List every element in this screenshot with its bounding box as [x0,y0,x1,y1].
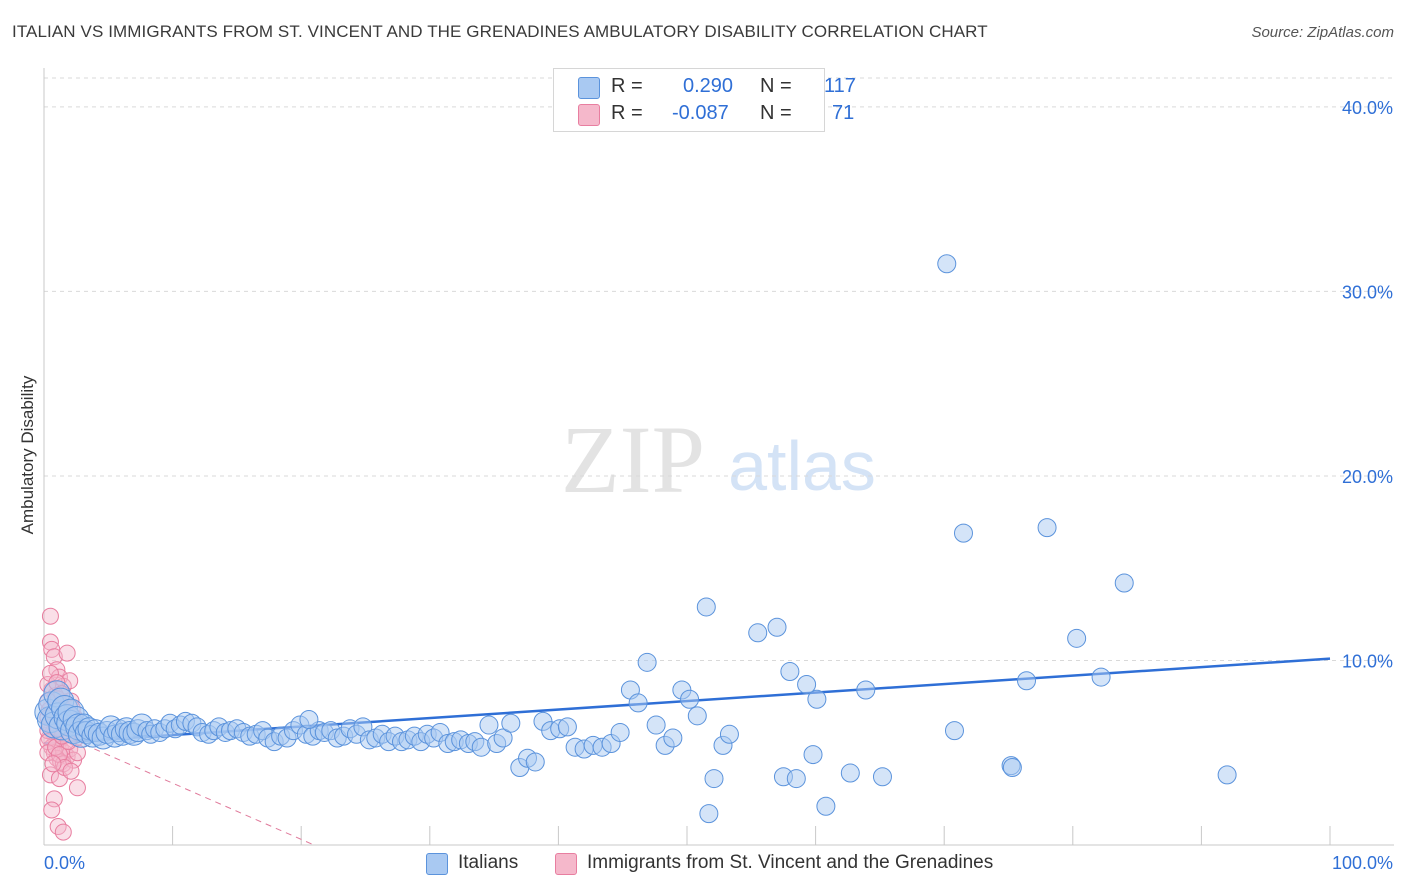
legend-n-value-italians: 117 [824,75,856,97]
point-italians [628,693,648,713]
point-immigrants [41,664,59,682]
point-italians [1217,765,1237,785]
legend-n-value-immigrants: 71 [832,102,855,124]
legend-r-label: R = [611,102,643,124]
tick-labels: 10.0% 20.0% 30.0% 40.0% 0.0% 100.0% [44,98,1393,873]
point-italians [704,769,724,789]
point-italians [1017,671,1037,691]
point-immigrants [50,746,68,764]
points-italians [34,254,1237,824]
point-italians [748,623,768,643]
bottom-legend-label-immigrants: Immigrants from St. Vincent and the Gren… [587,852,994,873]
point-italians [719,724,739,744]
legend-r-value-italians: 0.290 [683,75,734,97]
legend-r-label: R = [611,75,643,97]
point-italians [637,652,657,672]
legend-r-value-immigrants: -0.087 [672,102,729,124]
point-immigrants [41,766,59,784]
point-immigrants [43,801,61,819]
legend-swatch-pink [578,104,600,126]
point-italians [525,752,545,772]
source-label: Source: ZipAtlas.com [1251,24,1394,41]
legend-n-label: N = [760,102,792,124]
axes [43,68,1394,846]
point-italians [699,804,719,824]
point-italians [680,689,700,709]
bottom-legend-swatch-pink [555,853,577,875]
point-italians [856,680,876,700]
bottom-legend-label-italians: Italians [458,852,519,873]
correlation-legend: R = 0.290 N = 117 R = -0.087 N = 71 [553,68,856,132]
watermark-atlas: atlas [728,427,876,505]
watermark-zip: ZIP [561,406,705,513]
point-italians [816,796,836,816]
point-immigrants [41,607,59,625]
point-italians [944,721,964,741]
point-italians [663,728,683,748]
point-italians [1114,573,1134,593]
point-italians [780,662,800,682]
point-italians [807,689,827,709]
point-italians [479,715,499,735]
point-italians [687,706,707,726]
point-italians [1002,758,1022,777]
point-immigrants [58,644,76,662]
point-italians [1037,518,1057,538]
x-tick-label-max: 100.0% [1332,853,1393,873]
point-italians [803,745,823,765]
point-italians [840,763,860,783]
point-italians [646,715,666,735]
point-immigrants [44,755,62,773]
point-italians [1067,628,1087,648]
x-tick-label-min: 0.0% [44,853,85,873]
point-immigrants [62,762,80,780]
point-italians [501,713,521,733]
point-italians [937,254,957,274]
bottom-legend-swatch-blue [426,853,448,875]
y-tick-label: 40.0% [1342,98,1393,118]
grid [44,77,1394,661]
watermark: ZIP atlas [561,406,876,513]
point-immigrants [68,779,86,797]
point-immigrants [45,648,63,666]
point-italians [557,717,577,737]
point-italians [1091,667,1111,687]
legend-swatch-blue [578,77,600,99]
y-tick-label: 10.0% [1342,651,1393,671]
point-italians [767,617,787,637]
point-italians [872,767,892,787]
y-tick-label: 20.0% [1342,467,1393,487]
point-italians [493,728,513,748]
point-italians [786,769,806,789]
point-italians [610,722,630,742]
point-italians [299,710,319,730]
point-italians [953,523,973,543]
point-immigrants [45,790,63,808]
y-tick-label: 30.0% [1342,282,1393,302]
point-italians [696,597,716,617]
chart-title: ITALIAN VS IMMIGRANTS FROM ST. VINCENT A… [12,22,988,41]
point-immigrants [54,823,72,841]
point-italians [797,674,817,694]
legend-n-label: N = [760,75,792,97]
